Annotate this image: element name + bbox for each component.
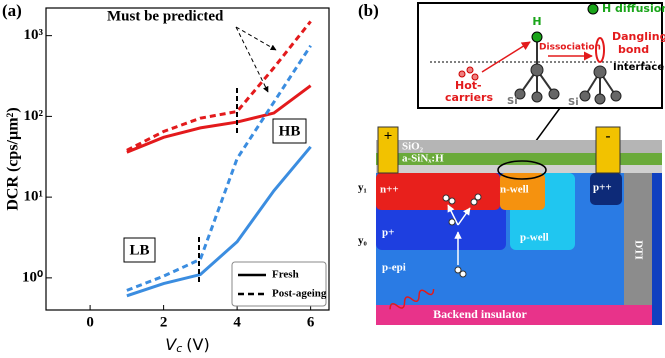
x-axis-label-part: V bbox=[165, 335, 177, 354]
panel-label: (a) bbox=[2, 1, 22, 20]
zoom-oval bbox=[497, 160, 547, 180]
atoms bbox=[514, 63, 622, 105]
dangling-bond bbox=[595, 37, 605, 63]
device: + - SiO₂ a-SiNₓ:H n++ n-well p++ p+ p-we… bbox=[358, 126, 662, 325]
contact bbox=[377, 126, 399, 174]
label: bond bbox=[618, 43, 649, 56]
label: Backend insulator bbox=[433, 307, 527, 321]
label: H diffusion bbox=[602, 2, 665, 15]
label: p++ bbox=[593, 182, 612, 194]
label: Si bbox=[568, 97, 579, 108]
sio2 bbox=[376, 140, 662, 153]
inset-box bbox=[417, 2, 663, 109]
contact bbox=[595, 126, 621, 174]
y-axis-label: DCR (cps/µm²) bbox=[5, 107, 22, 210]
liner bbox=[376, 165, 662, 173]
label: carriers bbox=[445, 91, 493, 104]
carriers bbox=[442, 193, 482, 278]
backend bbox=[376, 305, 652, 325]
arrow bbox=[235, 26, 277, 51]
annotation-box bbox=[272, 118, 307, 144]
label: + bbox=[384, 128, 393, 144]
carrier bbox=[458, 70, 466, 78]
x-tick-label: 4 bbox=[233, 314, 241, 330]
plot-frame bbox=[45, 7, 330, 311]
label: a-SiNₓ:H bbox=[402, 153, 444, 165]
label: p-well bbox=[520, 232, 549, 244]
x-tick-label: 2 bbox=[160, 314, 168, 330]
label: Si bbox=[507, 96, 518, 107]
label: Interface bbox=[613, 62, 664, 73]
chart: 0 2 4 6 10⁰ 10¹ 10² 10³ DCR (cps/µm²) Vc (V) Must b… bbox=[5, 7, 330, 356]
label: n++ bbox=[380, 184, 399, 196]
label: H bbox=[532, 15, 541, 28]
y-tick-label: 10³ bbox=[24, 27, 44, 43]
legend: Fresh Post-ageing bbox=[231, 261, 327, 307]
label: DTI bbox=[632, 240, 644, 260]
edge bbox=[652, 173, 662, 325]
label: Dangling bbox=[612, 30, 665, 43]
sinx bbox=[376, 153, 662, 165]
label: p+ bbox=[382, 227, 394, 239]
x-axis-label-part: c bbox=[176, 342, 182, 355]
label: y₁ bbox=[358, 182, 367, 194]
legend-label: Fresh bbox=[272, 269, 299, 281]
series-line bbox=[126, 20, 312, 152]
annotation: HB bbox=[279, 123, 301, 139]
x-axis-label: Vc (V) bbox=[165, 335, 209, 356]
series-line bbox=[126, 145, 312, 298]
y-tick-label: 10⁰ bbox=[22, 269, 43, 285]
y-tick-label: 10¹ bbox=[24, 189, 44, 205]
legend-label: Post-ageing bbox=[272, 288, 327, 300]
annotation: Must be predicted bbox=[107, 8, 224, 24]
legend-box bbox=[231, 261, 327, 307]
h-atom bbox=[587, 3, 599, 15]
n-plus-plus bbox=[376, 173, 500, 210]
panel-label: (b) bbox=[358, 1, 379, 20]
label: p-epi bbox=[382, 262, 406, 274]
label: SiO₂ bbox=[402, 141, 424, 153]
arrow bbox=[235, 26, 269, 93]
carrier bbox=[471, 73, 479, 81]
series-line bbox=[126, 84, 312, 154]
label: Dissociation bbox=[539, 43, 601, 53]
n-well bbox=[500, 173, 545, 210]
carrier bbox=[466, 66, 474, 74]
arrow bbox=[481, 41, 531, 73]
p-plus-plus bbox=[590, 173, 622, 205]
y-tick-label: 10² bbox=[24, 108, 44, 124]
x-tick-label: 6 bbox=[307, 314, 315, 330]
label: Hot- bbox=[455, 79, 482, 92]
label: - bbox=[606, 128, 611, 144]
label: n-well bbox=[500, 184, 529, 196]
drift-arrows bbox=[447, 204, 471, 265]
series-line bbox=[126, 44, 312, 292]
h-atom bbox=[531, 31, 543, 43]
annotation-box bbox=[123, 237, 156, 263]
annotation: LB bbox=[129, 242, 149, 258]
label: y₀ bbox=[358, 235, 368, 247]
inset: H H diffusion Dissociation Dangling bond… bbox=[417, 2, 665, 109]
photon bbox=[389, 288, 435, 310]
dti bbox=[624, 173, 652, 325]
x-axis-label-part: (V) bbox=[186, 335, 209, 354]
x-tick-label: 0 bbox=[86, 314, 94, 330]
